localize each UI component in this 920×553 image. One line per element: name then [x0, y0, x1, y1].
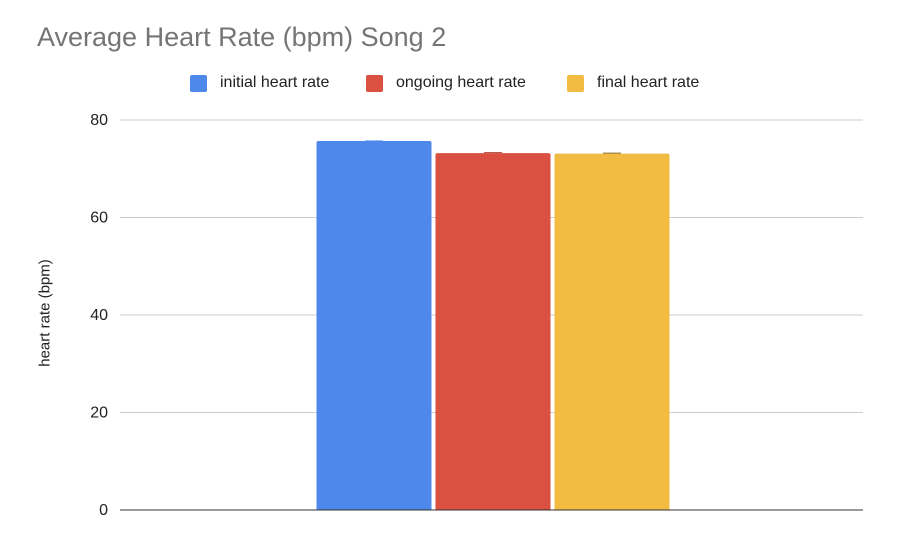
bar-final[interactable]: [554, 153, 670, 510]
y-tick-label-60: 60: [90, 210, 108, 227]
y-tick-labels: 0 20 40 60 80: [90, 112, 108, 519]
y-tick-label-20: 20: [90, 405, 108, 422]
y-tick-label-80: 80: [90, 112, 108, 129]
legend-label-ongoing: ongoing heart rate: [396, 74, 526, 91]
legend-label-final: final heart rate: [597, 74, 700, 91]
chart-title: Average Heart Rate (bpm) Song 2: [37, 22, 447, 52]
error-bars: [365, 139, 621, 154]
legend-swatch-final: [567, 74, 584, 92]
y-tick-label-0: 0: [99, 502, 108, 519]
legend-swatch-initial: [190, 74, 207, 92]
bar-ongoing[interactable]: [435, 153, 551, 510]
bar-initial[interactable]: [316, 140, 432, 510]
legend-item-ongoing[interactable]: ongoing heart rate: [366, 72, 526, 94]
legend-label-initial: initial heart rate: [220, 74, 330, 91]
legend-item-final[interactable]: final heart rate: [567, 72, 699, 94]
legend: initial heart rate ongoing heart rate fi…: [0, 72, 920, 94]
y-tick-label-40: 40: [90, 307, 108, 324]
legend-item-initial[interactable]: initial heart rate: [190, 72, 329, 94]
bars: [316, 140, 670, 510]
legend-swatch-ongoing: [366, 74, 383, 92]
